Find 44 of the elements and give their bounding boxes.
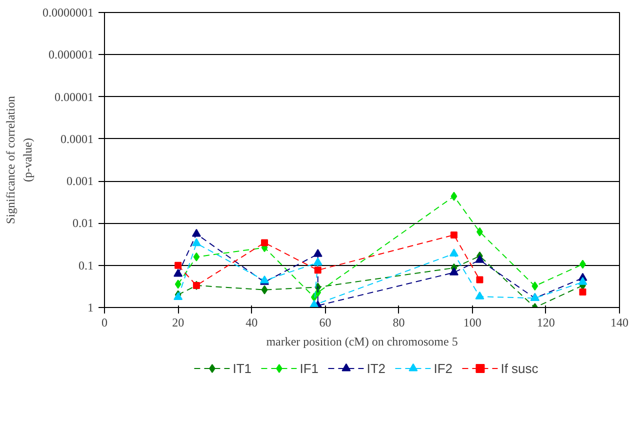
x-tick-label: 40 xyxy=(246,316,258,330)
point xyxy=(475,291,484,300)
point xyxy=(261,239,268,246)
legend-label: IF1 xyxy=(300,360,320,376)
y-tick-label: 0.01 xyxy=(72,216,94,230)
point xyxy=(578,277,588,285)
point xyxy=(313,257,322,266)
x-tick-label: 0 xyxy=(102,316,108,330)
point xyxy=(476,276,484,284)
point xyxy=(174,280,182,289)
x-tick-label: 80 xyxy=(392,316,405,330)
point xyxy=(579,288,586,296)
point xyxy=(475,254,484,263)
point xyxy=(532,282,538,291)
y-tick-label: 0.0001 xyxy=(60,132,94,146)
point xyxy=(449,267,458,276)
point xyxy=(192,228,201,237)
point xyxy=(174,262,182,269)
x-tick-label: 100 xyxy=(463,316,482,330)
legend-label: IT1 xyxy=(232,360,252,376)
y-tick-label: 0.000001 xyxy=(48,48,94,62)
point xyxy=(450,192,458,201)
legend-label: IT2 xyxy=(366,360,386,376)
x-axis-title: marker position (cM) on chromosome 5 xyxy=(266,334,458,348)
x-tick-label: 60 xyxy=(319,316,332,330)
point xyxy=(261,285,268,294)
y-axis-title: Significance of correlation (p-value) xyxy=(4,96,34,224)
x-tick-label: 140 xyxy=(610,316,628,330)
point xyxy=(450,231,458,238)
point xyxy=(193,252,200,262)
point xyxy=(314,266,322,274)
y-tick-label: 1 xyxy=(88,300,94,314)
y-tick-label: 0.1 xyxy=(78,258,94,272)
x-tick-label: 20 xyxy=(172,316,184,330)
legend-label: If susc xyxy=(500,360,538,376)
point xyxy=(174,268,183,277)
y-tick-label: 0.00001 xyxy=(54,90,94,104)
point xyxy=(449,248,458,257)
point xyxy=(313,248,322,257)
y-tick-label: 0.0000001 xyxy=(42,6,94,20)
y-tick-label: 0.001 xyxy=(66,174,94,188)
legend-label: IF2 xyxy=(434,360,454,376)
point xyxy=(192,238,201,246)
x-tick-label: 120 xyxy=(536,316,555,330)
